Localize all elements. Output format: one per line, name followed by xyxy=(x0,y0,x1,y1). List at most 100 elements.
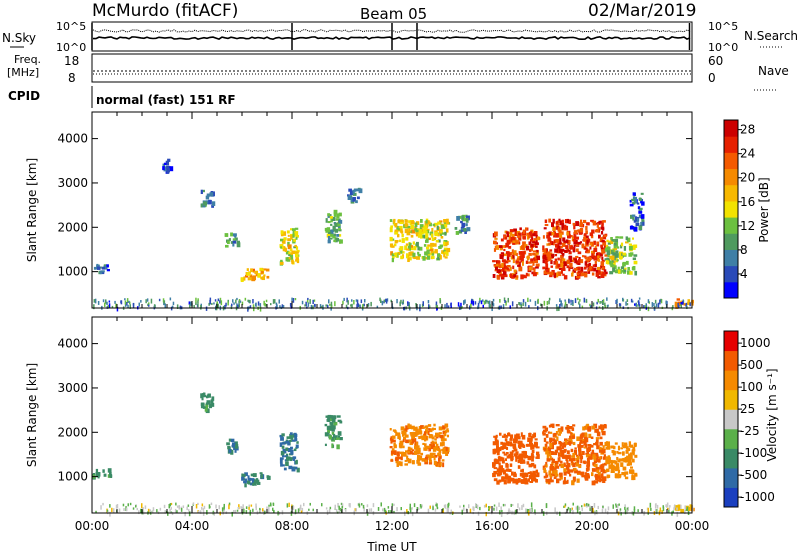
ground-scatter-cell xyxy=(193,305,195,308)
ground-scatter-cell xyxy=(325,304,327,307)
echo-cell xyxy=(324,423,328,427)
ground-scatter-cell xyxy=(281,510,284,515)
echo-cell xyxy=(279,459,283,464)
colorbar-swatch xyxy=(724,428,738,449)
echo-cell xyxy=(544,252,549,257)
ground-scatter-cell xyxy=(106,306,109,309)
ground-scatter-cell xyxy=(599,301,601,304)
ground-scatter-cell xyxy=(563,505,565,508)
echo-cell xyxy=(579,241,583,244)
echo-cell xyxy=(498,467,503,472)
echo-cell xyxy=(429,452,434,456)
echo-cell xyxy=(587,249,591,253)
echo-cell xyxy=(392,219,396,224)
echo-cell xyxy=(333,233,336,236)
echo-cell xyxy=(616,246,620,249)
echo-cell xyxy=(542,465,545,470)
echo-cell xyxy=(571,272,574,277)
echo-cell xyxy=(535,446,540,449)
echo-cell xyxy=(557,248,562,254)
ground-scatter-cell xyxy=(415,304,417,308)
echo-cell xyxy=(555,239,560,243)
ground-scatter-cell xyxy=(572,300,574,305)
ground-scatter-cell xyxy=(140,508,142,514)
echo-cell xyxy=(428,434,433,439)
echo-cell xyxy=(554,460,558,465)
echo-cell xyxy=(286,436,291,439)
echo-cell xyxy=(96,263,99,267)
ground-scatter-cell xyxy=(213,302,215,305)
echo-cell xyxy=(548,480,551,485)
ground-scatter-cell xyxy=(576,509,579,514)
ground-scatter-cell xyxy=(485,503,487,508)
ground-scatter-cell xyxy=(383,299,386,303)
echo-cell xyxy=(433,460,437,466)
echo-cell xyxy=(525,443,529,447)
xtick-label: 00:00 xyxy=(675,519,710,533)
ground-scatter-cell xyxy=(578,301,580,305)
echo-cell xyxy=(430,242,434,247)
echo-cell xyxy=(413,438,417,442)
echo-cell xyxy=(592,250,595,254)
echo-cell xyxy=(525,245,530,251)
echo-cell xyxy=(509,266,512,271)
ground-scatter-cell xyxy=(488,509,490,512)
ground-scatter-cell xyxy=(435,303,438,308)
echo-cell xyxy=(503,274,508,278)
ground-scatter-cell xyxy=(400,299,402,304)
echo-cell xyxy=(398,461,401,466)
echo-cell xyxy=(461,228,464,231)
echo-cell xyxy=(536,451,540,455)
colorbar-tick-label: 500 xyxy=(740,358,763,372)
colorbar-swatch xyxy=(724,233,738,250)
echo-cell xyxy=(614,442,618,445)
echo-cell xyxy=(579,439,583,444)
echo-cell xyxy=(677,504,681,509)
echo-cell xyxy=(425,220,428,224)
xtick-label: 00:00 xyxy=(75,519,110,533)
echo-cell xyxy=(542,425,547,429)
echo-cell xyxy=(405,450,408,453)
ground-scatter-cell xyxy=(578,506,581,511)
echo-cell xyxy=(417,246,420,251)
echo-cell xyxy=(428,222,432,227)
echo-cell xyxy=(610,237,613,240)
ground-scatter-cell xyxy=(607,506,610,511)
echo-cell xyxy=(246,268,249,272)
echo-cell xyxy=(443,247,448,252)
echo-cell xyxy=(572,462,576,468)
echo-cell xyxy=(395,431,398,436)
echo-cell xyxy=(498,455,501,460)
echo-cell xyxy=(407,446,411,451)
echo-cell xyxy=(591,241,594,247)
ground-scatter-cell xyxy=(668,507,670,511)
echo-cell xyxy=(527,261,532,264)
echo-cell xyxy=(290,235,293,240)
ground-scatter-cell xyxy=(208,504,211,509)
ground-scatter-cell xyxy=(488,507,490,511)
echo-cell xyxy=(446,221,450,225)
echo-cell xyxy=(515,241,520,244)
echo-cell xyxy=(337,431,342,436)
ground-scatter-cell xyxy=(646,507,649,511)
echo-cell xyxy=(584,272,588,278)
ground-scatter-cell xyxy=(612,504,614,509)
nsearch-tick-bottom: 10^0 xyxy=(708,41,738,54)
echo-cell xyxy=(332,433,336,437)
echo-cell xyxy=(590,436,594,440)
echo-cell xyxy=(465,217,469,223)
echo-cell xyxy=(224,233,229,237)
echo-cell xyxy=(605,447,608,450)
echo-cell xyxy=(517,256,520,259)
ground-scatter-cell xyxy=(310,304,313,310)
ground-scatter-cell xyxy=(619,305,622,309)
echo-cell xyxy=(557,271,562,277)
ground-scatter-cell xyxy=(118,508,121,513)
ground-scatter-cell xyxy=(677,302,679,308)
echo-cell xyxy=(595,439,599,443)
echo-cell xyxy=(102,469,105,473)
ground-scatter-cell xyxy=(187,504,190,507)
ground-scatter-cell xyxy=(485,512,487,517)
echo-cell xyxy=(396,451,400,457)
ground-scatter-cell xyxy=(411,511,414,517)
